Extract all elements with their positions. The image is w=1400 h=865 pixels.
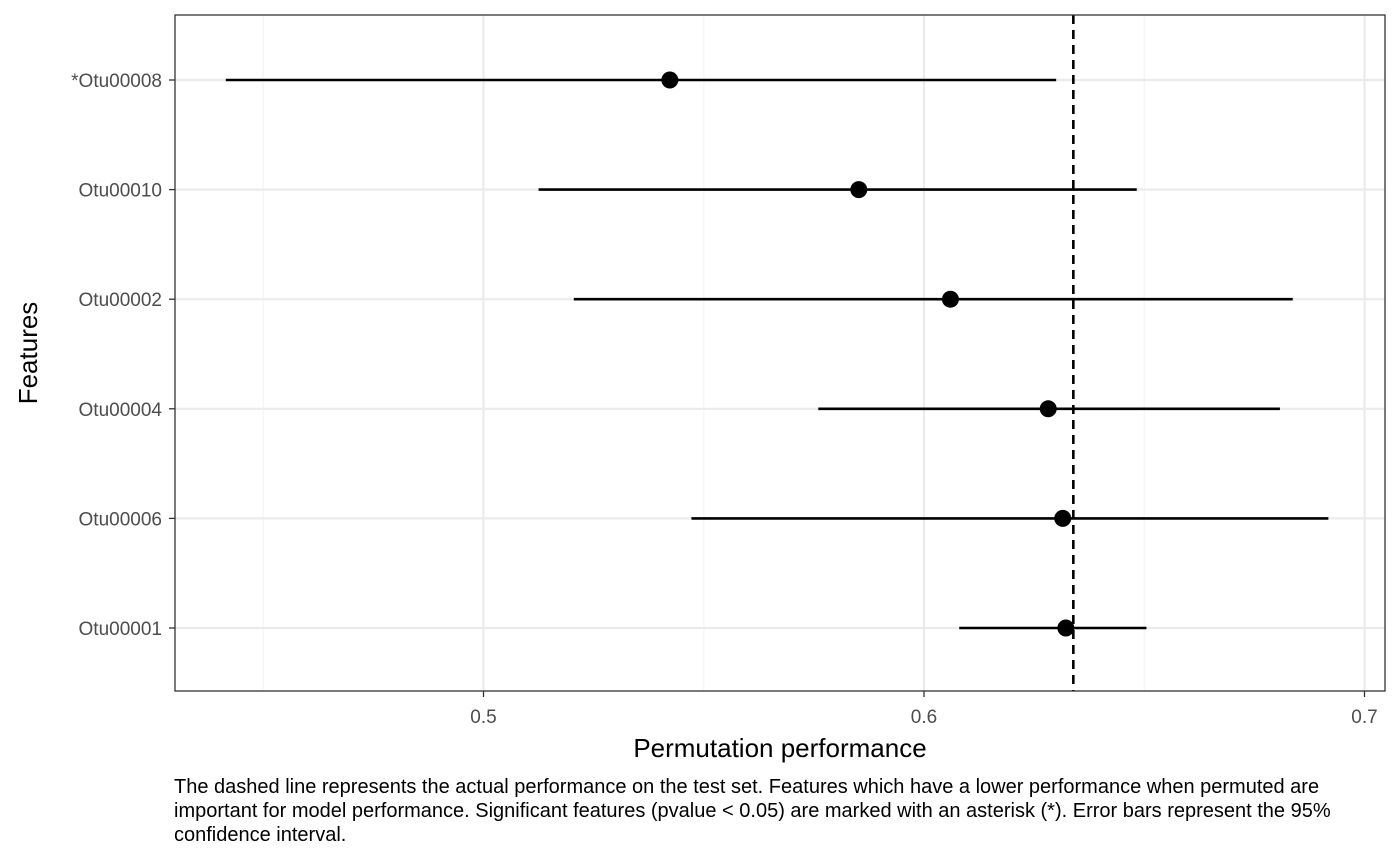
y-tick-label: Otu00004 [79, 400, 163, 421]
y-tick-label: Otu00006 [79, 509, 162, 530]
x-tick-label: 0.7 [1351, 707, 1377, 728]
permutation-importance-chart: 0.5 0.6 0.7 *Otu00008 Otu00010 Otu00002 Otu00… [13, 14, 1386, 763]
grid-layer [175, 15, 1385, 691]
data-point [1057, 619, 1075, 637]
y-tick-label: *Otu00008 [71, 71, 162, 92]
data-point [1039, 400, 1057, 418]
x-axis-title: Permutation performance [633, 733, 926, 763]
panel-border [174, 14, 1386, 692]
y-tick-label: Otu00010 [79, 181, 162, 202]
y-tick-label: Otu00002 [79, 290, 162, 311]
chart-caption: The dashed line represents the actual pe… [174, 776, 1331, 846]
data-point [1054, 509, 1072, 527]
data-point [941, 290, 959, 308]
x-axis: 0.5 0.6 0.7 [470, 691, 1378, 728]
y-tick-label: Otu00001 [79, 619, 162, 640]
x-tick-label: 0.5 [470, 707, 496, 728]
y-axis: *Otu00008 Otu00010 Otu00002 Otu00004 Otu0000… [71, 71, 175, 640]
y-axis-title: Features [13, 302, 43, 405]
x-tick-label: 0.6 [911, 707, 937, 728]
data-point [661, 71, 679, 89]
data-point [850, 181, 868, 199]
marks-layer [225, 71, 1329, 637]
